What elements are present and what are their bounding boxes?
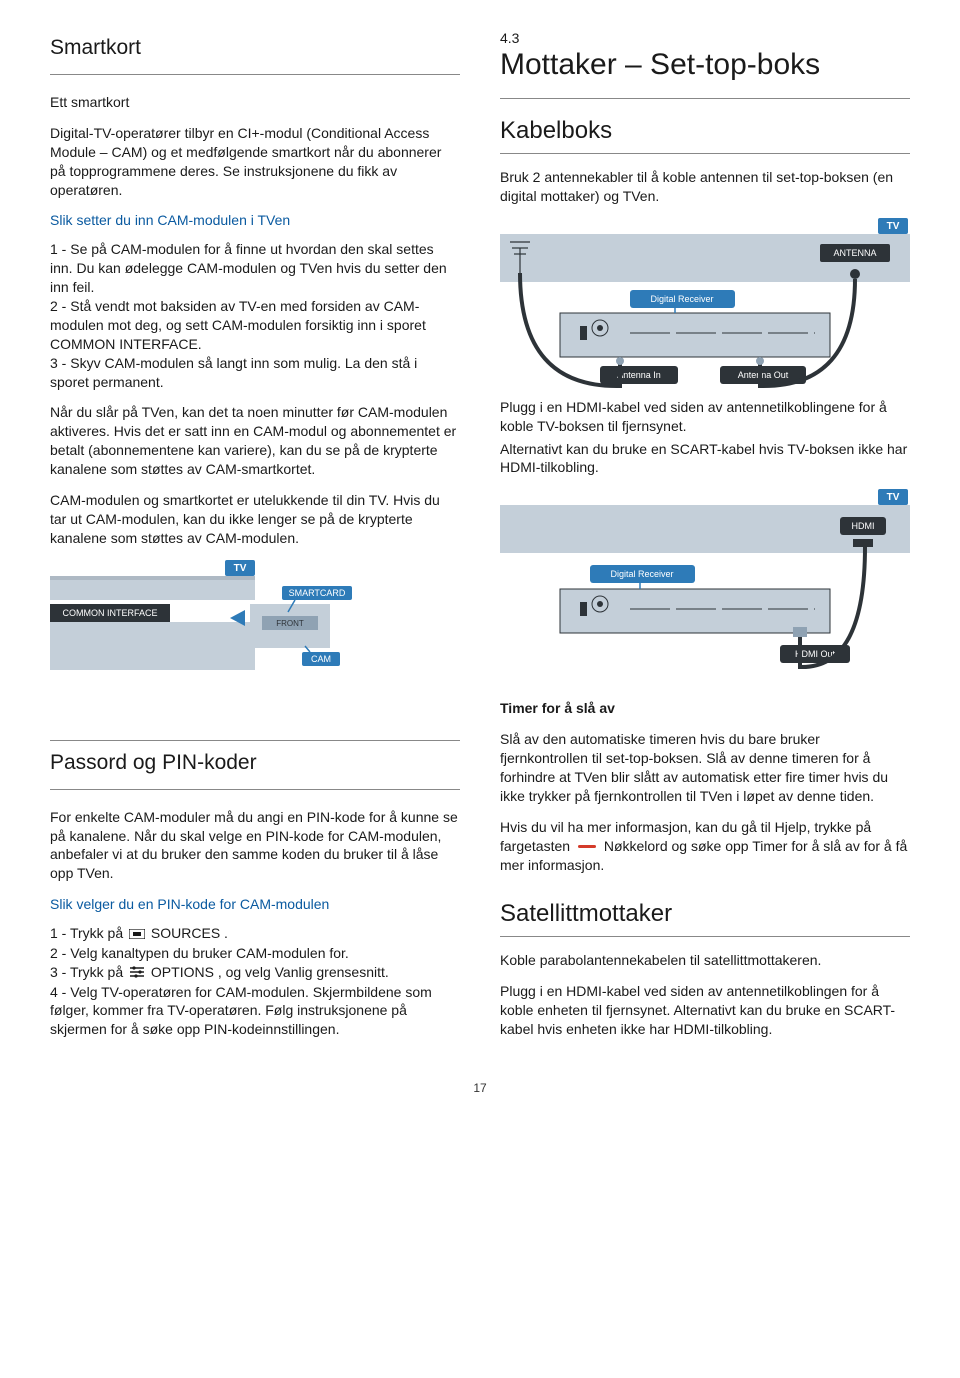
- divider: [50, 789, 460, 790]
- hdmi-diagram: TV HDMI Digital Receiver HDMI Out: [500, 489, 910, 679]
- cam-exclusive-note: CAM-modulen og smartkortet er utelukkend…: [50, 491, 460, 548]
- pin-steps: 1 - Trykk på SOURCES . 2 - Velg kanaltyp…: [50, 924, 460, 1039]
- sources-icon: [129, 925, 145, 944]
- divider: [500, 98, 910, 99]
- step-3: 3 - Skyv CAM-modulen så langt inn som mu…: [50, 354, 460, 392]
- sat-p1: Koble parabolantennekabelen til satellit…: [500, 951, 910, 970]
- ci-label: COMMON INTERFACE: [62, 608, 157, 618]
- divider: [50, 74, 460, 75]
- options-icon: [129, 964, 145, 983]
- divider: [50, 740, 460, 741]
- keyword-color-icon: [578, 845, 596, 848]
- front-label: FRONT: [276, 619, 304, 628]
- pin-step-3-post: OPTIONS , og velg Vanlig grensesnitt.: [151, 964, 389, 980]
- kabel-intro: Bruk 2 antennekabler til å koble antenne…: [500, 168, 910, 206]
- pin-step-3: 3 - Trykk på OPTIONS , og velg Vanlig gr…: [50, 963, 460, 983]
- pin-step-1-pre: 1 - Trykk på: [50, 925, 127, 941]
- pin-step-2: 2 - Velg kanaltypen du bruker CAM-module…: [50, 944, 460, 963]
- dr-label: Digital Receiver: [650, 294, 713, 304]
- kabel-hdmi: Plugg i en HDMI-kabel ved siden av anten…: [500, 398, 910, 436]
- heading-kabelboks: Kabelboks: [500, 117, 910, 154]
- pin-step-1: 1 - Trykk på SOURCES .: [50, 924, 460, 944]
- smartkort-subtitle: Ett smartkort: [50, 93, 460, 112]
- sat-p2: Plugg i en HDMI-kabel ved siden av anten…: [500, 982, 910, 1039]
- insert-cam-steps: 1 - Se på CAM-modulen for å finne ut hvo…: [50, 240, 460, 391]
- pin-subheading: Slik velger du en PIN-kode for CAM-modul…: [50, 895, 460, 914]
- pin-step-1-post: SOURCES .: [151, 925, 228, 941]
- pin-intro: For enkelte CAM-moduler må du angi en PI…: [50, 808, 460, 884]
- smartcard-label: SMARTCARD: [289, 588, 346, 598]
- cam-activate-note: Når du slår på TVen, kan det ta noen min…: [50, 403, 460, 479]
- smartkort-intro: Digital-TV-operatører tilbyr en CI+-modu…: [50, 124, 460, 200]
- tv-label: TV: [887, 492, 900, 503]
- cam-label: CAM: [311, 654, 331, 664]
- pin-step-4: 4 - Velg TV-operatøren for CAM-modulen. …: [50, 983, 460, 1040]
- right-column: 4.3 Mottaker – Set-top-boks Kabelboks Br…: [500, 30, 910, 1051]
- tv-label: TV: [887, 221, 900, 232]
- timer-heading: Timer for å slå av: [500, 699, 910, 718]
- timer-p1: Slå av den automatiske timeren hvis du b…: [500, 730, 910, 806]
- left-column: Smartkort Ett smartkort Digital-TV-opera…: [50, 30, 460, 1051]
- dr-label: Digital Receiver: [610, 569, 673, 579]
- step-2: 2 - Stå vendt mot baksiden av TV-en med …: [50, 297, 460, 354]
- hdmi-label: HDMI: [852, 521, 875, 531]
- heading-pin: Passord og PIN-koder: [50, 751, 460, 775]
- heading-smartkort: Smartkort: [50, 36, 460, 60]
- tv-label: TV: [234, 563, 247, 574]
- step-1: 1 - Se på CAM-modulen for å finne ut hvo…: [50, 240, 460, 297]
- section-title: Mottaker – Set-top-boks: [500, 48, 910, 82]
- ant-out-label: Antenna Out: [738, 370, 789, 380]
- heading-sat: Satellittmottaker: [500, 900, 910, 937]
- timer-p2: Hvis du vil ha mer informasjon, kan du g…: [500, 818, 910, 875]
- common-interface-diagram: TV COMMON INTERFACE FRONT SMARTC: [50, 560, 460, 690]
- antenna-diagram: TV ANTENNA: [500, 218, 910, 398]
- page-number: 17: [50, 1081, 910, 1095]
- two-column-layout: Smartkort Ett smartkort Digital-TV-opera…: [50, 30, 910, 1051]
- ant-in-label: Antenna In: [617, 370, 661, 380]
- kabel-scart: Alternativt kan du bruke en SCART-kabel …: [500, 440, 910, 478]
- antenna-label: ANTENNA: [833, 248, 876, 258]
- insert-cam-subheading: Slik setter du inn CAM-modulen i TVen: [50, 211, 460, 230]
- section-number: 4.3: [500, 30, 910, 46]
- pin-step-3-pre: 3 - Trykk på: [50, 964, 127, 980]
